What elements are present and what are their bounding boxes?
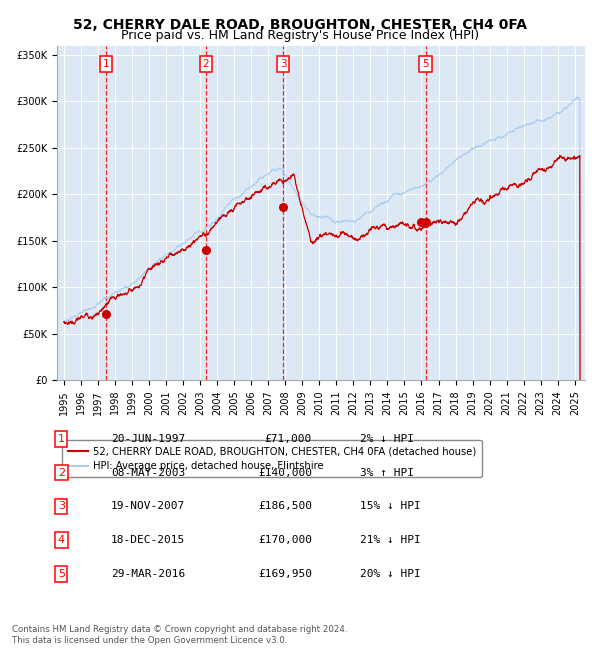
Text: 1: 1: [58, 434, 65, 444]
Text: 08-MAY-2003: 08-MAY-2003: [111, 467, 185, 478]
Text: 20% ↓ HPI: 20% ↓ HPI: [360, 569, 421, 579]
Text: 3: 3: [58, 501, 65, 512]
Text: 3% ↑ HPI: 3% ↑ HPI: [360, 467, 414, 478]
Text: £71,000: £71,000: [265, 434, 312, 444]
Text: £186,500: £186,500: [258, 501, 312, 512]
Text: 4: 4: [58, 535, 65, 545]
Text: 21% ↓ HPI: 21% ↓ HPI: [360, 535, 421, 545]
Text: 20-JUN-1997: 20-JUN-1997: [111, 434, 185, 444]
Text: 29-MAR-2016: 29-MAR-2016: [111, 569, 185, 579]
Text: 19-NOV-2007: 19-NOV-2007: [111, 501, 185, 512]
Text: 5: 5: [422, 59, 429, 69]
Text: £170,000: £170,000: [258, 535, 312, 545]
Text: 2: 2: [58, 467, 65, 478]
Text: Price paid vs. HM Land Registry's House Price Index (HPI): Price paid vs. HM Land Registry's House …: [121, 29, 479, 42]
Text: £140,000: £140,000: [258, 467, 312, 478]
Text: Contains HM Land Registry data © Crown copyright and database right 2024.
This d: Contains HM Land Registry data © Crown c…: [12, 625, 347, 645]
Text: 18-DEC-2015: 18-DEC-2015: [111, 535, 185, 545]
Text: 15% ↓ HPI: 15% ↓ HPI: [360, 501, 421, 512]
Text: 1: 1: [103, 59, 109, 69]
Text: 2% ↓ HPI: 2% ↓ HPI: [360, 434, 414, 444]
Text: 5: 5: [58, 569, 65, 579]
Legend: 52, CHERRY DALE ROAD, BROUGHTON, CHESTER, CH4 0FA (detached house), HPI: Average: 52, CHERRY DALE ROAD, BROUGHTON, CHESTER…: [62, 441, 482, 478]
Text: 3: 3: [280, 59, 287, 69]
Text: 2: 2: [203, 59, 209, 69]
Text: 52, CHERRY DALE ROAD, BROUGHTON, CHESTER, CH4 0FA: 52, CHERRY DALE ROAD, BROUGHTON, CHESTER…: [73, 18, 527, 32]
Text: £169,950: £169,950: [258, 569, 312, 579]
